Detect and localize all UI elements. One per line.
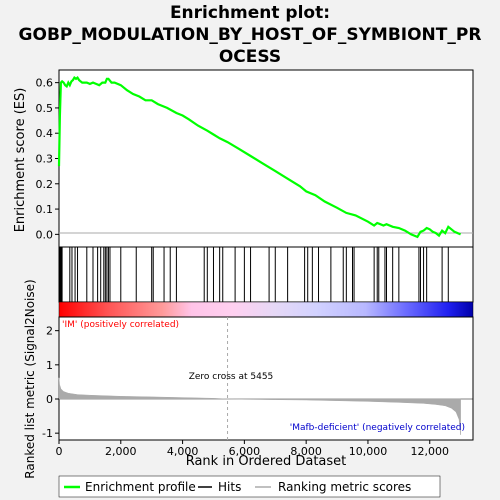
positive-annotation: 'IM' (positively correlated) (62, 320, 179, 330)
metric-y-axis-label: Ranked list metric (Signal2Noise) (23, 279, 37, 478)
es-y-tick-label: 0.1 (36, 203, 54, 216)
es-y-tick-label: 0.0 (36, 228, 54, 241)
es-y-tick-label: 0.3 (36, 153, 54, 166)
legend-metric-label: Ranking metric scores (278, 480, 411, 494)
x-tick-label: 12,000 (410, 445, 449, 458)
legend: Enrichment profile Hits Ranking metric s… (59, 476, 440, 497)
metric-y-tick-label: 1 (46, 359, 53, 372)
x-axis-label: Rank in Ordered Dataset (186, 454, 347, 469)
legend-es-label: Enrichment profile (85, 480, 196, 494)
es-panel-frame (59, 70, 473, 247)
metric-y-tick-label: -1 (42, 427, 53, 440)
rank-color-bar (59, 302, 473, 317)
es-y-ticks: 0.0 0.1 0.2 0.3 0.4 0.5 0.6 (36, 77, 60, 242)
metric-y-tick-label: 2 (46, 325, 53, 338)
es-y-tick-label: 0.5 (36, 102, 54, 115)
x-tick-label: 0 (56, 445, 63, 458)
es-y-axis-label: Enrichment score (ES) (13, 88, 28, 233)
es-y-tick-label: 0.2 (36, 178, 54, 191)
es-y-tick-label: 0.6 (36, 77, 54, 90)
metric-y-ticks: -1 0 1 2 (42, 325, 59, 441)
es-y-tick-label: 0.4 (36, 127, 54, 140)
x-tick-label: 2,000 (105, 445, 137, 458)
x-tick-label: 10,000 (349, 445, 388, 458)
negative-annotation: 'Mafb-deficient' (negatively correlated) (290, 423, 465, 433)
metric-y-tick-label: 0 (46, 393, 53, 406)
legend-hits-label: Hits (218, 480, 241, 494)
zero-cross-annotation: Zero cross at 5455 (189, 372, 274, 382)
